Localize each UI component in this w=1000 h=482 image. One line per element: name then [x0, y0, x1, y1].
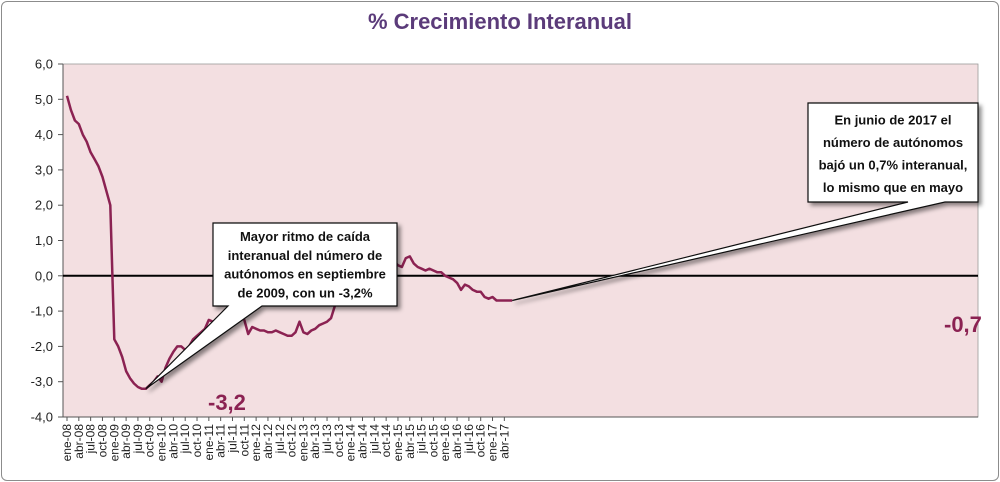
x-tick-label: ene-13: [296, 424, 310, 462]
x-tick-label: ene-15: [391, 424, 405, 462]
x-tick-label: abr-12: [261, 424, 275, 459]
x-tick-label: jul-08: [84, 424, 98, 455]
x-tick-label: oct-13: [332, 424, 346, 458]
x-tick-label: abr-10: [166, 424, 180, 459]
x-tick-label: ene-08: [60, 424, 74, 462]
y-tick-label: -2,0: [31, 339, 53, 354]
x-tick-label: abr-17: [497, 424, 511, 459]
y-tick-label: 3,0: [35, 162, 53, 177]
y-tick-label: -3,0: [31, 374, 53, 389]
x-tick-label: abr-16: [450, 424, 464, 459]
x-tick-label: ene-16: [438, 424, 452, 462]
x-tick-label: ene-11: [202, 424, 216, 461]
x-tick-label: oct-15: [426, 424, 440, 458]
x-tick-label: ene-12: [249, 424, 263, 462]
x-tick-label: jul-14: [367, 424, 381, 455]
callout-text-line: de 2009, con un -3,2%: [237, 286, 373, 301]
y-tick-label: 2,0: [35, 198, 53, 213]
x-tick-label: oct-08: [95, 424, 109, 458]
callout-text-line: En junio de 2017 el: [834, 112, 951, 127]
y-tick-label: -1,0: [31, 304, 53, 319]
x-tick-label: oct-16: [474, 424, 488, 458]
y-tick-label: 5,0: [35, 92, 53, 107]
x-tick-label: jul-16: [462, 424, 476, 455]
x-tick-label: oct-09: [143, 424, 157, 458]
x-axis: ene-08abr-08jul-08oct-08ene-09abr-09jul-…: [60, 416, 978, 462]
x-tick-label: ene-10: [155, 424, 169, 462]
x-tick-label: abr-11: [214, 424, 228, 458]
x-tick-label: oct-10: [190, 424, 204, 458]
annotations: Mayor ritmo de caída interanual del númer…: [145, 102, 982, 415]
callout-text-line: bajó un 0,7% interanual,: [819, 157, 968, 172]
x-tick-label: abr-09: [119, 424, 133, 459]
callout-text-line: lo mismo que en mayo: [823, 180, 963, 195]
x-tick-label: jul-15: [415, 424, 429, 455]
x-tick-label: abr-08: [72, 424, 86, 459]
y-tick-label: 6,0: [35, 57, 53, 72]
chart-title: % Crecimiento Interanual: [368, 9, 632, 34]
callout-text-line: autónomos en septiembre: [224, 267, 386, 282]
x-tick-label: ene-09: [107, 424, 121, 462]
callout-text-line: número de autónomos: [823, 135, 963, 150]
value-label: -0,7: [944, 312, 982, 337]
x-tick-label: oct-14: [379, 424, 393, 458]
callout-text-line: Mayor ritmo de caída: [240, 229, 371, 244]
x-tick-label: jul-11: [225, 424, 239, 454]
x-tick-label: jul-09: [131, 424, 145, 455]
callout: [145, 222, 398, 390]
x-tick-label: jul-13: [320, 424, 334, 455]
x-tick-label: jul-10: [178, 424, 192, 455]
callout-box: [512, 102, 979, 302]
x-tick-label: jul-12: [273, 424, 287, 455]
x-tick-label: ene-17: [486, 424, 500, 462]
y-tick-label: 0,0: [35, 268, 53, 283]
y-tick-label: 4,0: [35, 127, 53, 142]
x-tick-label: oct-12: [285, 424, 299, 458]
x-tick-label: oct-11: [237, 424, 251, 457]
x-tick-label: ene-14: [344, 424, 358, 462]
callout: [512, 102, 979, 302]
series-line: [65, 95, 513, 391]
y-tick-label: -4,0: [31, 410, 53, 425]
x-tick-label: abr-13: [308, 424, 322, 459]
y-axis: 6,0 5,0 4,0 3,0 2,0 1,0 0,0 -1,0 -2,0 -3,0 -4,0: [31, 57, 64, 425]
callout-box: [145, 222, 398, 390]
value-label: -3,2: [208, 390, 246, 415]
y-tick-label: 1,0: [35, 233, 53, 248]
callout-text-line: interanual del número de: [228, 248, 383, 263]
x-tick-label: abr-14: [356, 424, 370, 459]
x-tick-label: abr-15: [403, 424, 417, 459]
